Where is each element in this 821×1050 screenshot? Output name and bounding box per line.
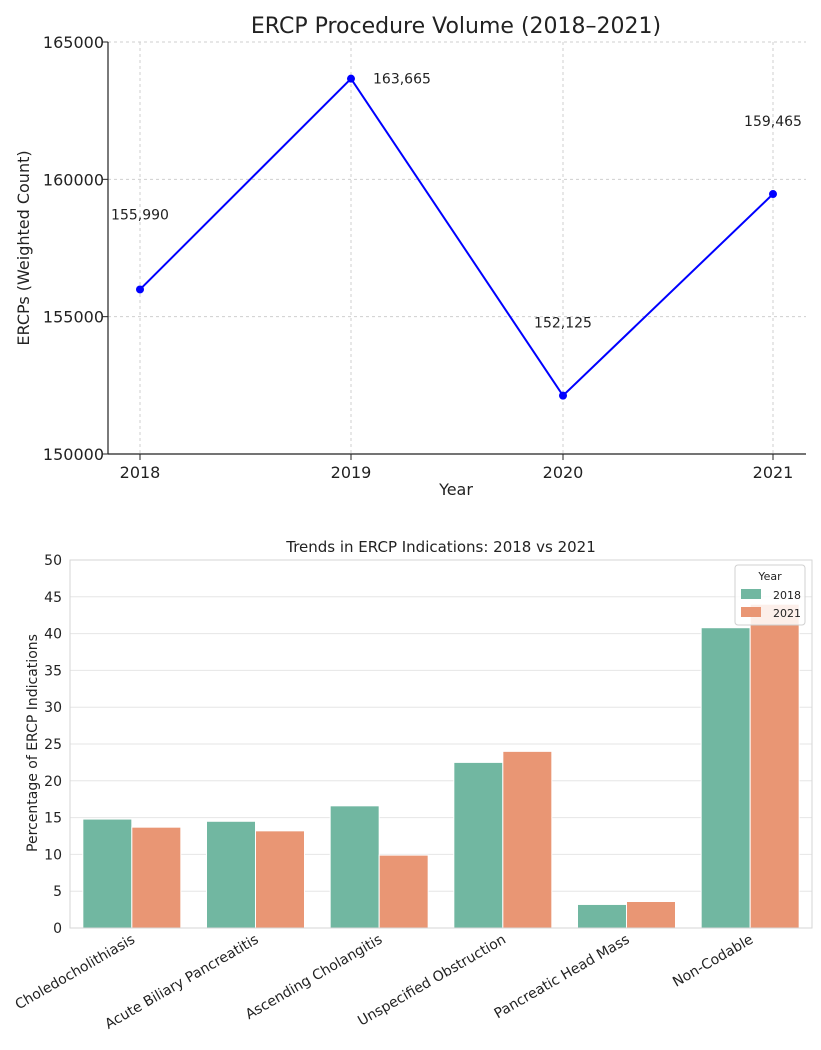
- data-point: [136, 285, 144, 294]
- bar-2021: [749, 603, 800, 929]
- bar-2018: [82, 818, 133, 929]
- y-tick-label: 50: [44, 553, 62, 569]
- bar-2021: [378, 854, 429, 929]
- y-tick-label: 35: [44, 663, 62, 679]
- y-tick-label: 160000: [43, 170, 104, 189]
- data-label: 163,665: [373, 72, 431, 88]
- x-axis-label: Year: [438, 480, 473, 499]
- legend: Year 2018 2021: [734, 564, 806, 626]
- y-tick-label: 165000: [43, 33, 104, 52]
- y-tick-label: 25: [44, 737, 62, 753]
- legend-swatch-2021: [741, 607, 761, 617]
- bar-2018: [700, 627, 751, 929]
- bar-2021: [255, 830, 305, 929]
- data-point: [769, 190, 777, 199]
- bar-2018: [577, 903, 627, 929]
- data-point: [559, 391, 567, 400]
- data-label: 152,125: [534, 316, 592, 332]
- y-axis-label: Percentage of ERCP Indications: [25, 634, 41, 852]
- plot-frame: [69, 559, 813, 929]
- legend-swatch-2018: [741, 589, 761, 599]
- bar-2018: [453, 761, 504, 929]
- x-tick-label: Ascending Cholangitis: [243, 932, 385, 1023]
- bar-chart: Trends in ERCP Indications: 2018 vs 2021…: [13, 538, 813, 1033]
- y-tick-label: 20: [44, 774, 62, 790]
- x-tick-label: 2020: [543, 463, 584, 482]
- y-tick-label: 5: [53, 884, 62, 900]
- legend-label: 2021: [773, 607, 801, 620]
- legend-label: 2018: [773, 589, 801, 602]
- x-tick-label: 2018: [120, 463, 161, 482]
- bar-2018: [206, 820, 256, 929]
- y-tick-label: 45: [44, 590, 62, 606]
- bar-2021: [131, 826, 182, 929]
- line-chart: ERCP Procedure Volume (2018–2021) 150000…: [14, 14, 806, 499]
- x-tick-label: Non-Codable: [670, 932, 756, 991]
- y-axis-label: ERCPs (Weighted Count): [14, 150, 33, 345]
- y-tick-label: 150000: [43, 445, 104, 464]
- chart-title: Trends in ERCP Indications: 2018 vs 2021: [285, 538, 596, 556]
- y-tick-label: 0: [53, 921, 62, 937]
- bar-2021: [626, 901, 676, 929]
- data-label: 155,990: [111, 207, 169, 223]
- x-tick-label: Choledocholithiasis: [13, 932, 138, 1014]
- data-label: 159,465: [744, 114, 802, 130]
- bar-2021: [502, 750, 553, 929]
- data-point: [347, 74, 355, 83]
- bar-2018: [329, 805, 380, 929]
- series-line: [139, 77, 774, 398]
- y-tick-label: 10: [44, 847, 62, 863]
- x-tick-label: Pancreatic Head Mass: [492, 932, 633, 1023]
- y-tick-label: 40: [44, 627, 62, 643]
- x-tick-label: 2021: [753, 463, 794, 482]
- y-tick-label: 30: [44, 700, 62, 716]
- x-tick-label: 2019: [331, 463, 372, 482]
- legend-title: Year: [757, 570, 782, 583]
- y-tick-label: 15: [44, 811, 62, 827]
- y-tick-label: 155000: [43, 308, 104, 327]
- chart-title: ERCP Procedure Volume (2018–2021): [251, 14, 661, 39]
